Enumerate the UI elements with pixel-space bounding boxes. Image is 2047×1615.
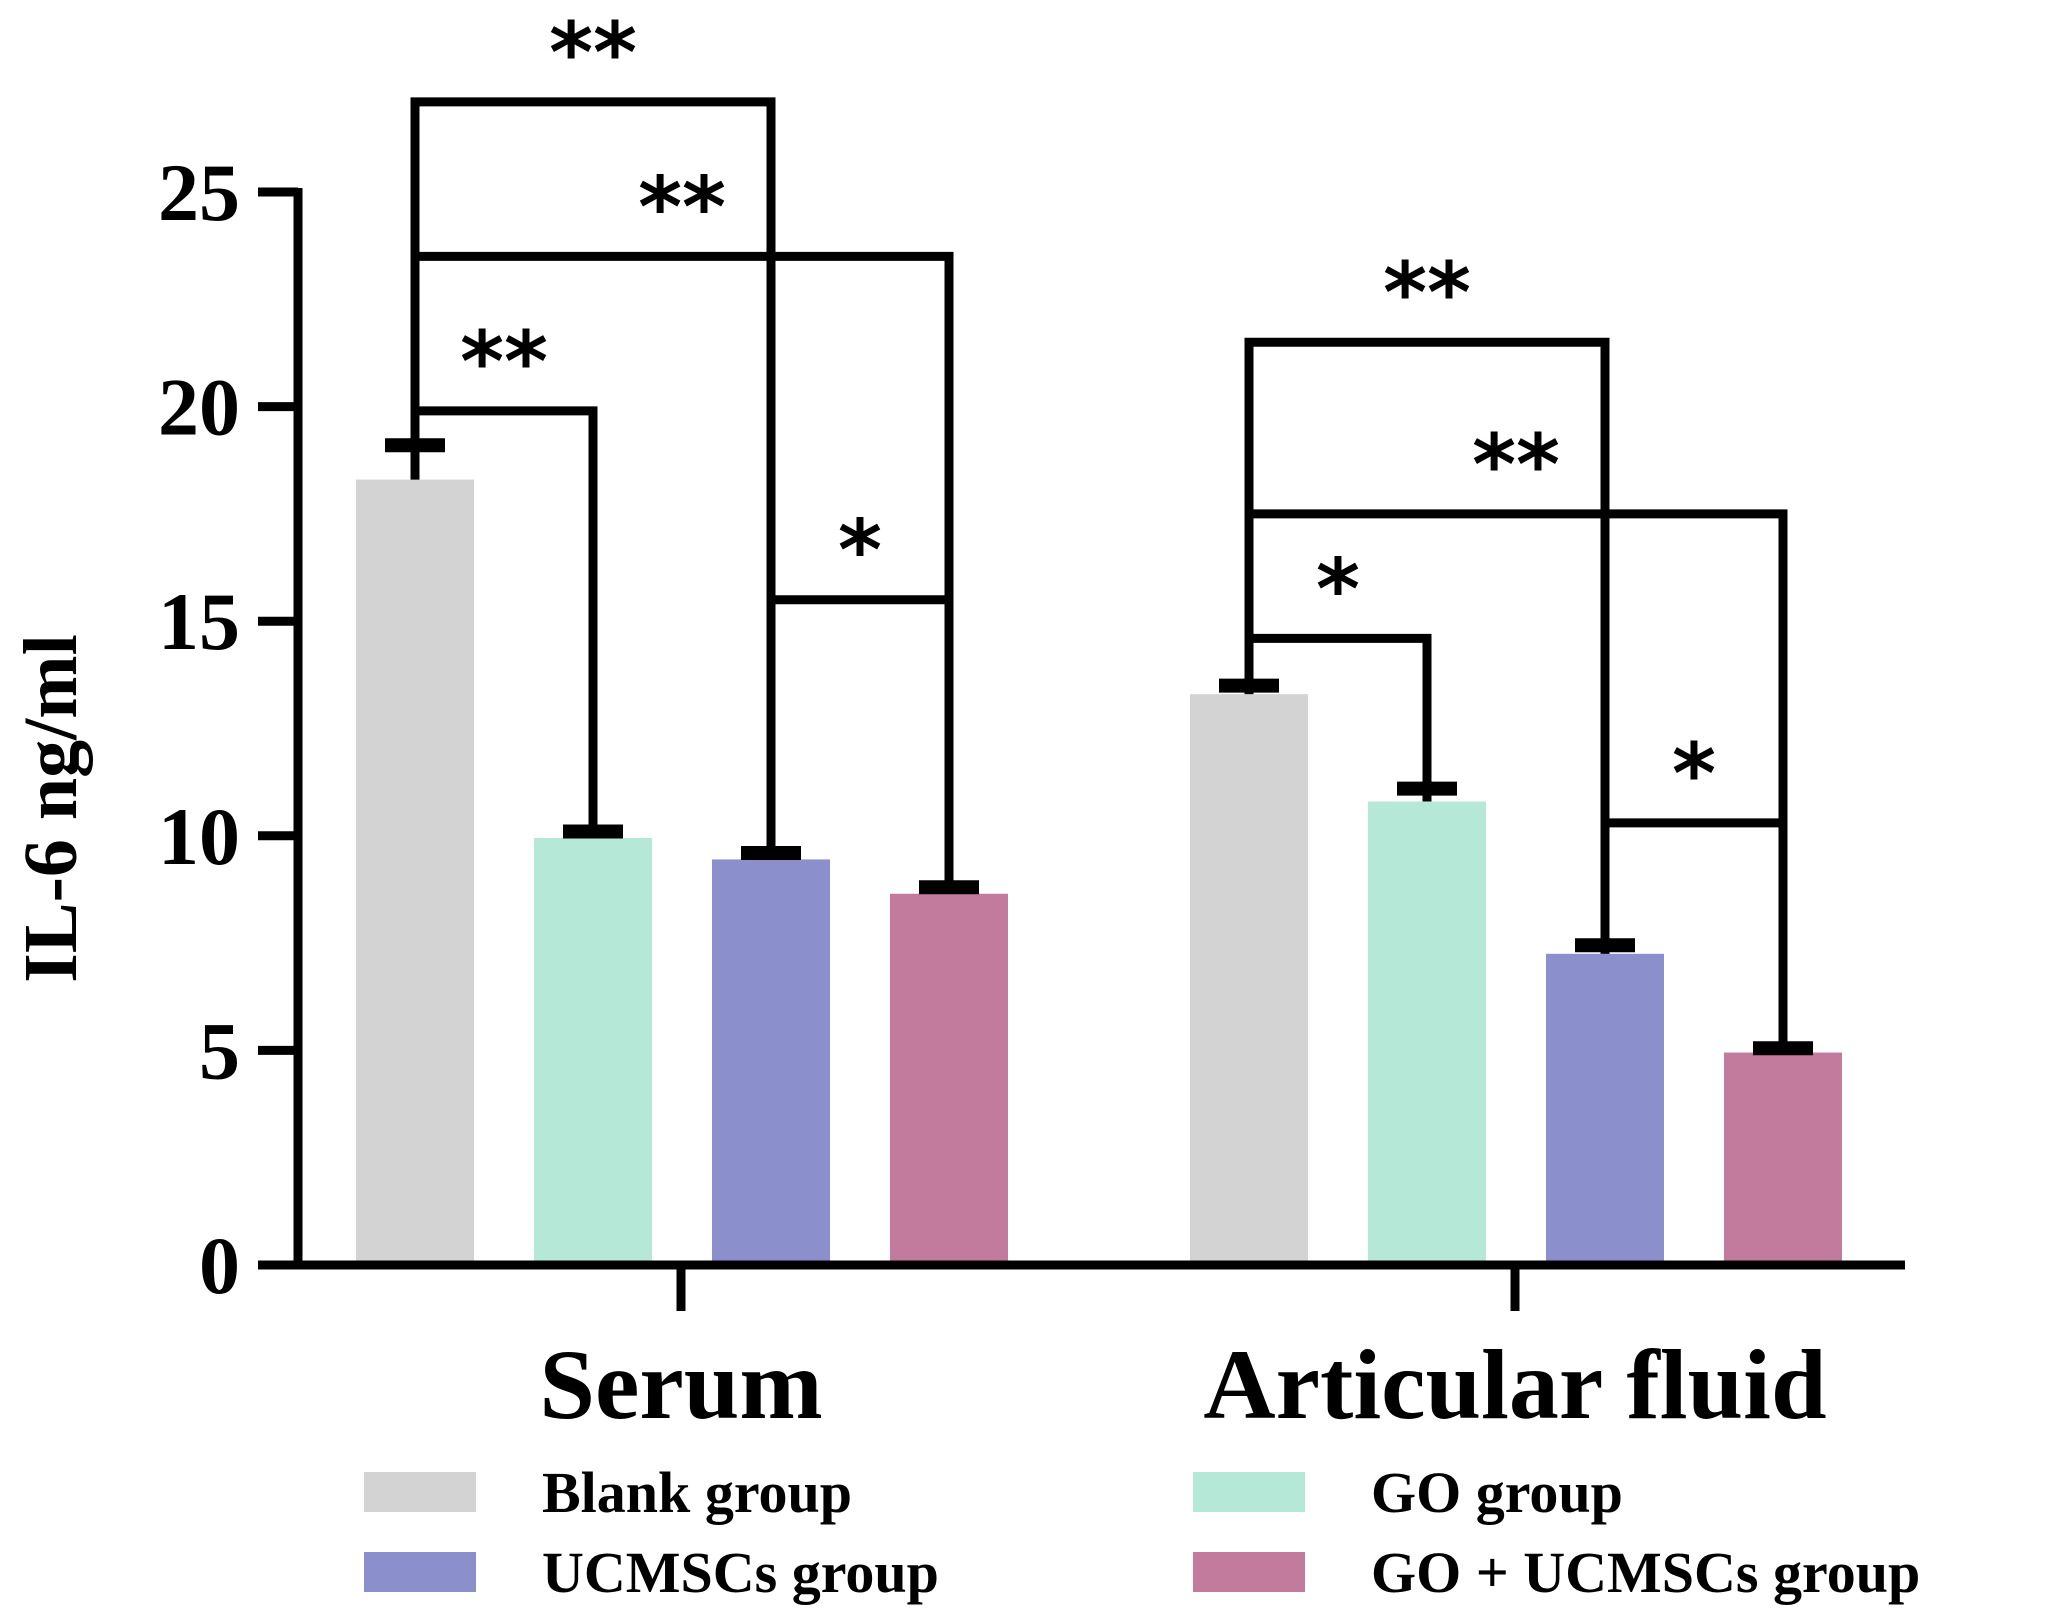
legend-label-1: GO group — [1371, 1460, 1623, 1525]
bar-1-1 — [1368, 801, 1486, 1265]
category-label-0: Serum — [539, 1329, 822, 1440]
bar-0-1 — [534, 837, 652, 1265]
axes-layer: 0 5 10 15 20 25 Serum Articular fluid IL-6 ng/ml — [9, 147, 1905, 1440]
bar-0-2 — [712, 859, 830, 1265]
significance-label-5: ** — [1383, 244, 1471, 342]
y-tick-label-3: 15 — [158, 576, 240, 667]
y-tick-label-0: 0 — [199, 1220, 240, 1311]
y-tick-label-1: 5 — [199, 1005, 240, 1096]
legend-swatch-0 — [364, 1472, 476, 1512]
y-tick-label-5: 25 — [158, 147, 240, 238]
y-tick-label-4: 20 — [158, 362, 240, 453]
bar-1-2 — [1546, 953, 1664, 1265]
significance-label-4: * — [1316, 540, 1360, 638]
bar-1-3 — [1724, 1052, 1842, 1265]
legend-swatch-2 — [364, 1552, 476, 1592]
significance-label-0: ** — [460, 313, 548, 411]
significance-label-7: * — [1672, 725, 1716, 823]
significance-layer: ******* ****** — [410, 4, 1788, 1049]
legend-label-0: Blank group — [542, 1460, 852, 1525]
y-axis-title: IL-6 ng/ml — [9, 634, 93, 982]
category-label-1: Articular fluid — [1203, 1329, 1826, 1440]
significance-label-2: ** — [638, 158, 726, 256]
significance-bracket-6 — [1244, 509, 1788, 1049]
significance-label-1: ** — [549, 4, 637, 102]
legend-swatch-3 — [1193, 1552, 1305, 1592]
significance-bracket-2 — [410, 251, 954, 888]
significance-bracket-7 — [1600, 818, 1788, 1049]
legend-label-2: UCMSCs group — [542, 1540, 939, 1605]
significance-label-6: ** — [1472, 416, 1560, 514]
legend-swatch-1 — [1193, 1472, 1305, 1512]
y-tick-label-2: 10 — [158, 791, 240, 882]
bar-0-0 — [356, 479, 474, 1266]
bar-1-0 — [1190, 694, 1308, 1265]
bars-layer — [356, 479, 1842, 1266]
legend-label-3: GO + UCMSCs group — [1371, 1540, 1920, 1605]
significance-label-3: * — [838, 502, 882, 600]
significance-bracket-3 — [766, 595, 954, 888]
legend: Blank group GO group UCMSCs group GO + UCMS… — [364, 1460, 1920, 1605]
bar-0-3 — [890, 893, 1008, 1265]
